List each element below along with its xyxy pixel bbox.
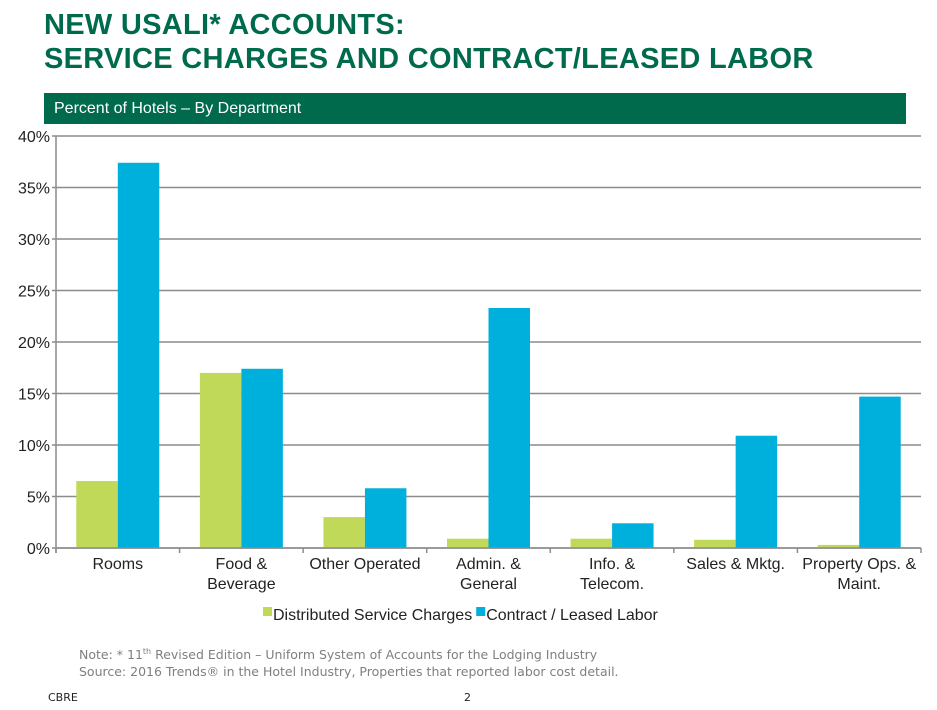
x-category-label: Admin. & (456, 556, 521, 573)
title-line-1: NEW USALI* ACCOUNTS: (44, 9, 405, 41)
note-prefix: Note: * 11 (79, 647, 143, 663)
bar-service-charges (447, 538, 489, 548)
legend-label: Contract / Leased Labor (486, 607, 658, 624)
x-category-label: Telecom. (580, 576, 644, 593)
bar-contract-labor (612, 523, 654, 548)
bar-contract-labor (364, 488, 407, 548)
legend-label: Distributed Service Charges (273, 607, 472, 624)
bar-service-charges (199, 372, 242, 548)
bar-service-charges (817, 544, 860, 548)
bar-contract-labor (859, 396, 901, 548)
title-line-2: SERVICE CHARGES AND CONTRACT/LEASED LABO… (44, 43, 814, 75)
y-tick-label: 15% (18, 387, 50, 404)
note-sup: th (142, 647, 152, 656)
y-tick-label: 25% (18, 284, 50, 301)
page-title: NEW USALI* ACCOUNTS: SERVICE CHARGES AND… (44, 8, 814, 76)
bar-service-charges (694, 539, 736, 548)
brand-label: CBRE (48, 691, 78, 704)
bar-contract-labor (488, 308, 530, 548)
y-tick-label: 35% (18, 181, 50, 198)
note-rest: Revised Edition – Uniform System of Acco… (151, 647, 598, 663)
y-tick-label: 30% (18, 232, 50, 249)
y-tick-label: 0% (27, 541, 50, 558)
note-line: Note: * 11th Revised Edition – Uniform S… (79, 643, 619, 663)
chart-banner: Percent of Hotels – By Department (44, 93, 906, 124)
x-category-label: Sales & Mktg. (686, 556, 785, 573)
bar-contract-labor (117, 162, 160, 548)
x-category-label: Other Operated (309, 556, 420, 573)
x-category-label: Food & (216, 556, 268, 573)
legend-swatch (263, 607, 272, 616)
y-tick-label: 10% (18, 438, 50, 455)
bar-contract-labor (735, 435, 778, 548)
x-category-label: Maint. (837, 576, 881, 593)
x-category-label: Info. & (589, 556, 636, 573)
x-category-label: Beverage (207, 576, 276, 593)
x-category-label: Rooms (92, 556, 143, 573)
bar-service-charges (570, 538, 613, 548)
bar-service-charges (76, 481, 118, 548)
source-line: Source: 2016 Trends® in the Hotel Indust… (79, 664, 619, 680)
bar-service-charges (323, 517, 365, 548)
x-category-label: General (460, 576, 517, 593)
legend-swatch (476, 607, 486, 616)
page-number: 2 (464, 691, 471, 704)
y-tick-label: 5% (27, 490, 50, 507)
y-tick-label: 20% (18, 335, 50, 352)
x-category-label: Property Ops. & (802, 556, 916, 573)
bar-chart: 0% 5% 10% 15% 20% 25% 30% 35% 40% Rooms Food & Beve… (18, 129, 922, 624)
footnote: Note: * 11th Revised Edition – Uniform S… (79, 643, 619, 680)
y-tick-label: 40% (18, 129, 50, 146)
bar-contract-labor (241, 368, 283, 548)
